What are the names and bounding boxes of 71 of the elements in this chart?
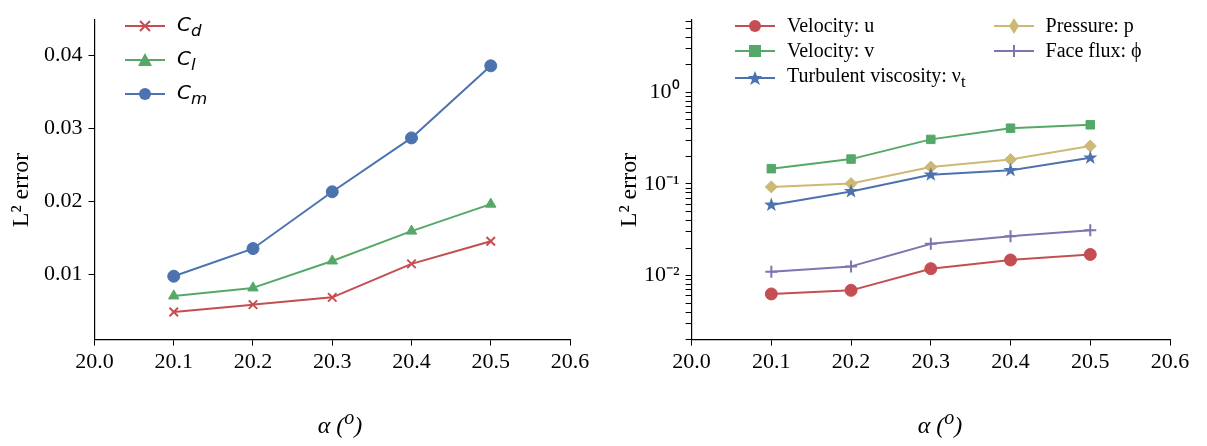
point (1004, 153, 1018, 167)
point (923, 167, 938, 181)
x-tick-label: 20.6 (550, 347, 590, 373)
y-tick-label: 10⁻² (643, 261, 680, 287)
legend-label: C$_{l}$ (177, 46, 196, 74)
point (327, 292, 338, 303)
point (1085, 120, 1096, 130)
x-tick-label: 20.5 (1071, 347, 1110, 373)
x-tick-label: 20.1 (752, 347, 791, 373)
point (1005, 123, 1016, 133)
legend-label: Face flux: ϕ (1045, 39, 1142, 62)
x-tick-label: 20.1 (154, 347, 193, 373)
point (405, 131, 418, 145)
y-axis-title: L² error (614, 152, 642, 228)
y-tick-label: 0.02 (44, 187, 83, 213)
y-tick-label: 10⁻¹ (643, 169, 680, 195)
point (246, 242, 260, 256)
x-tick-label: 20.0 (672, 347, 711, 373)
legend-label: Pressure: p (1045, 14, 1134, 37)
x-tick-label: 20.4 (991, 347, 1030, 373)
x-axis-title: α ($^{o}$) (917, 406, 963, 439)
point (485, 236, 496, 247)
point (1083, 247, 1097, 261)
x-tick-label: 20.3 (313, 347, 352, 373)
point (764, 180, 778, 194)
point (843, 183, 859, 198)
legend-label: C$_{d}$ (177, 12, 202, 40)
x-tick-label: 20.6 (1150, 347, 1190, 373)
point (926, 134, 936, 145)
y-tick-label: 0.04 (44, 41, 83, 67)
point (1083, 223, 1098, 238)
point (844, 259, 859, 274)
x-tick-label: 20.0 (75, 347, 114, 373)
x-tick-label: 20.3 (911, 347, 951, 373)
point (168, 306, 179, 318)
point (764, 197, 779, 212)
point (1083, 139, 1097, 153)
point (1004, 253, 1018, 267)
point (484, 59, 498, 73)
point (1003, 229, 1018, 244)
y-tick-label: 10⁰ (649, 78, 680, 104)
legend-label: Velocity: v (787, 39, 875, 62)
x-tick-label: 20.2 (233, 347, 273, 373)
legend-label: Velocity: u (787, 14, 875, 37)
point (168, 289, 180, 300)
legend-label: C$_{m}$ (177, 80, 208, 108)
point (406, 258, 417, 270)
point (485, 197, 497, 208)
point (844, 283, 858, 297)
y-tick-label: 0.01 (44, 259, 83, 285)
point (766, 163, 777, 174)
point (923, 236, 938, 251)
point (167, 269, 181, 283)
legend-label: Turbulent viscosity: ν$_{t}$ (787, 64, 966, 92)
point (1003, 162, 1018, 177)
x-tick-label: 20.4 (392, 347, 431, 373)
point (247, 299, 259, 310)
point (325, 185, 339, 199)
point (405, 224, 418, 235)
point (247, 281, 259, 292)
point (764, 264, 779, 279)
point (326, 254, 338, 265)
x-axis-title: α ($^{o}$) (317, 406, 363, 439)
point (1083, 150, 1098, 164)
y-axis-title: L² error (6, 152, 34, 228)
x-tick-label: 20.5 (471, 347, 510, 373)
point (924, 262, 938, 276)
point (764, 287, 778, 301)
x-tick-label: 20.2 (831, 347, 871, 373)
point (846, 154, 856, 164)
y-tick-label: 0.03 (44, 114, 83, 140)
